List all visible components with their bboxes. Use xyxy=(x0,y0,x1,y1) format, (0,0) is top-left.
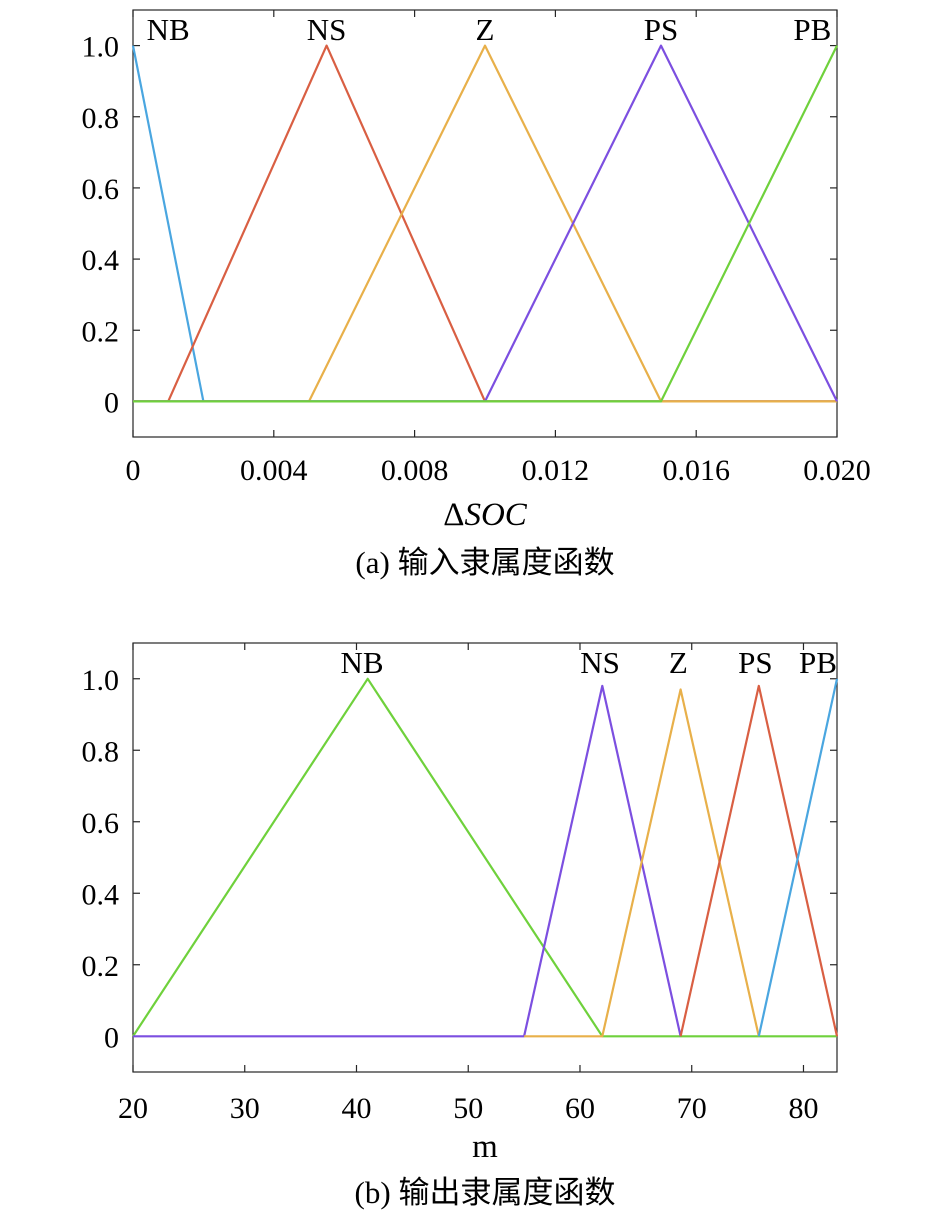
series-label-ns: NS xyxy=(580,645,620,680)
y-tick-label: 0.8 xyxy=(82,735,120,768)
x-axis-label: m xyxy=(472,1129,498,1165)
series-line-ps xyxy=(133,44,838,403)
figure-caption-a: (a) 输入隶属度函数 xyxy=(355,545,614,580)
series-label-pb: PB xyxy=(793,12,831,47)
y-tick-label: 0.2 xyxy=(82,950,120,983)
series-line-z xyxy=(133,44,837,403)
x-tick-label: 0.020 xyxy=(803,454,871,487)
y-tick-label: 0.4 xyxy=(82,878,120,911)
x-tick-label: 80 xyxy=(788,1092,818,1125)
x-axis-label-variable: SOC xyxy=(464,497,527,533)
series-label-z: Z xyxy=(669,645,688,680)
x-tick-label: 0.008 xyxy=(381,454,449,487)
series-line-z xyxy=(524,688,760,1038)
series-label-ps: PS xyxy=(644,12,678,47)
x-tick-label: 70 xyxy=(677,1092,707,1125)
series-line-pb xyxy=(757,678,839,1037)
x-tick-label: 40 xyxy=(341,1092,371,1125)
plot-frame xyxy=(132,9,838,438)
x-tick-label: 0.016 xyxy=(662,454,730,487)
x-tick-label: 30 xyxy=(230,1092,260,1125)
y-tick-label: 1.0 xyxy=(82,664,120,697)
plot-frame xyxy=(132,642,838,1073)
x-axis-label-delta: Δ xyxy=(443,497,464,533)
x-tick-label: 50 xyxy=(453,1092,483,1125)
y-tick-label: 0.6 xyxy=(82,173,120,206)
chart-output-membership: 0 0.2 0.4 0.6 0.8 1.0 20 30 40 50 60 70 80 NB NS Z PS PB m… xyxy=(82,642,839,1210)
series-label-nb: NB xyxy=(341,645,384,680)
series-label-ps: PS xyxy=(738,645,772,680)
x-tick-label: 0.012 xyxy=(522,454,590,487)
series-label-ns: NS xyxy=(307,12,347,47)
series-line-ns xyxy=(133,44,837,403)
x-tick-label: 20 xyxy=(118,1092,148,1125)
y-tick-label: 0.2 xyxy=(82,315,120,348)
series-label-z: Z xyxy=(476,12,495,47)
x-tick-label: 60 xyxy=(565,1092,595,1125)
x-axis-label: ΔSOC xyxy=(443,497,528,533)
series-label-pb: PB xyxy=(799,645,837,680)
y-tick-label: 0.8 xyxy=(82,102,120,135)
y-tick-label: 0.4 xyxy=(82,244,120,277)
x-tick-label: 0 xyxy=(126,454,141,487)
series-label-nb: NB xyxy=(147,12,190,47)
y-tick-label: 0 xyxy=(104,1021,119,1054)
series-line-pb xyxy=(133,45,838,403)
series-line-ps xyxy=(679,684,839,1037)
series-line-nb xyxy=(131,45,837,403)
series-line-nb xyxy=(132,677,837,1038)
y-tick-label: 1.0 xyxy=(82,31,120,64)
y-tick-label: 0.6 xyxy=(82,807,120,840)
x-tick-label: 0.004 xyxy=(240,454,308,487)
y-tick-label: 0 xyxy=(104,386,119,419)
chart-input-membership: 0 0.2 0.4 0.6 0.8 1.0 0 0.004 0.008 0.012 0.016 0.0… xyxy=(82,9,871,580)
figure-caption-b: (b) 输出隶属度函数 xyxy=(355,1175,616,1210)
